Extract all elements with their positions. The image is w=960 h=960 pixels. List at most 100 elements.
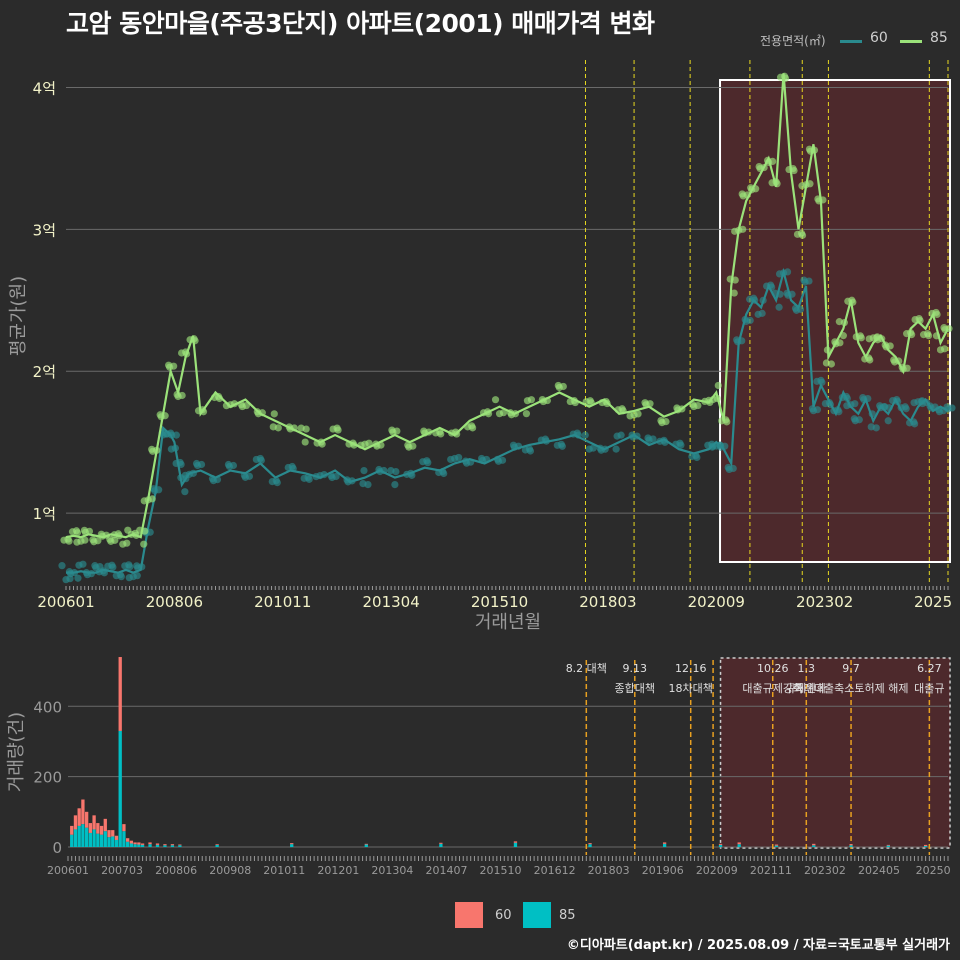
bar-85 — [849, 845, 853, 847]
bar-60 — [126, 838, 130, 842]
data-point-85 — [148, 445, 156, 453]
bar-85 — [122, 831, 126, 847]
bar-60 — [923, 844, 928, 846]
data-point-85 — [89, 536, 97, 544]
data-point-60 — [172, 431, 180, 439]
bar-85 — [886, 845, 890, 847]
data-point-60 — [775, 303, 783, 311]
data-point-85 — [835, 318, 843, 326]
x-tick-label: 200601 — [37, 593, 94, 611]
x-axis-title: 거래년월 — [475, 612, 541, 633]
policy-name-label: 대출규 — [914, 682, 944, 695]
data-point-60 — [901, 403, 909, 411]
bar-85 — [662, 843, 667, 847]
bar-85 — [178, 845, 182, 847]
bar-60 — [513, 841, 518, 843]
data-point-85 — [873, 334, 881, 342]
data-point-85 — [522, 410, 531, 418]
x-tick-label-bottom: 200601 — [47, 864, 89, 877]
x-tick-label: 201510 — [471, 593, 528, 611]
legend-bottom-label-85: 85 — [559, 908, 576, 923]
bar-60 — [737, 842, 741, 845]
data-point-85 — [297, 424, 305, 432]
bar-60 — [588, 843, 592, 845]
data-point-60 — [884, 417, 892, 425]
x-tick-label-bottom: 200908 — [209, 864, 251, 877]
bar-85 — [96, 833, 100, 847]
legend-bottom-swatch-60 — [455, 902, 483, 928]
bar-85 — [107, 837, 111, 847]
bar-85 — [133, 844, 137, 847]
data-point-85 — [806, 180, 814, 188]
data-point-85 — [634, 410, 642, 418]
bar-85 — [439, 843, 443, 847]
bar-60 — [364, 843, 368, 845]
legend-title: 전용면적(㎡) — [760, 34, 826, 48]
data-point-85 — [140, 540, 148, 548]
data-point-85 — [436, 428, 444, 436]
x-tick-label-bottom: 201803 — [588, 864, 630, 877]
y-tick-label: 4억 — [33, 79, 56, 97]
data-point-85 — [940, 324, 948, 332]
bar-60 — [148, 842, 152, 845]
policy-date-label: 10.26 — [757, 662, 789, 675]
y-tick-label: 3억 — [33, 221, 56, 239]
data-point-60 — [525, 445, 534, 453]
bar-60 — [163, 844, 167, 846]
data-point-60 — [58, 562, 66, 570]
y-tick-label-bottom: 0 — [52, 839, 62, 857]
x-tick-label-bottom: 201011 — [263, 864, 305, 877]
x-tick-label-bottom: 20250 — [916, 864, 951, 877]
bar-60 — [849, 844, 853, 846]
data-point-60 — [917, 397, 926, 406]
x-tick-label: 2025 — [914, 593, 952, 611]
data-point-85 — [657, 416, 665, 425]
footer-credit: ©디아파트(dapt.kr) / 2025.08.09 / 자료=국토교통부 실… — [566, 938, 950, 953]
data-point-85 — [80, 526, 89, 534]
bar-60 — [122, 824, 126, 832]
bar-60 — [170, 844, 175, 846]
bar-60 — [99, 825, 104, 835]
data-point-60 — [867, 423, 875, 431]
data-point-85 — [739, 225, 747, 233]
legend-swatch-85 — [900, 40, 922, 43]
data-point-60 — [676, 439, 684, 447]
policy-name-label: 대출규제강화 — [742, 682, 803, 695]
data-point-60 — [224, 460, 233, 469]
bar-60 — [140, 843, 145, 845]
data-point-85 — [730, 289, 738, 297]
data-point-85 — [641, 399, 649, 407]
bar-85 — [140, 844, 145, 847]
data-point-60 — [589, 444, 597, 452]
bar-85 — [118, 730, 122, 847]
data-point-60 — [612, 445, 620, 453]
bar-85 — [92, 829, 96, 847]
bar-60 — [84, 811, 89, 828]
x-tick-label: 201011 — [254, 593, 311, 611]
data-point-60 — [391, 481, 399, 489]
bar-85 — [137, 844, 141, 847]
data-point-85 — [527, 396, 536, 404]
data-point-85 — [822, 359, 831, 367]
data-point-85 — [915, 314, 923, 323]
bar-85 — [88, 832, 93, 847]
bar-85 — [364, 844, 368, 847]
x-tick-label: 202302 — [796, 593, 853, 611]
policy-date-label: 12.16 — [675, 662, 707, 675]
bar-85 — [148, 844, 152, 847]
data-point-85 — [269, 423, 277, 431]
bar-60 — [129, 840, 134, 844]
data-point-60 — [750, 294, 758, 302]
bar-60 — [107, 830, 111, 838]
x-tick-label-bottom: 201510 — [480, 864, 522, 877]
bar-60 — [662, 842, 667, 844]
y-tick-label: 2억 — [33, 363, 56, 381]
data-point-60 — [644, 434, 652, 442]
x-tick-label: 201304 — [363, 593, 420, 611]
bar-85 — [73, 829, 78, 847]
data-point-60 — [581, 431, 589, 439]
bar-60 — [111, 830, 115, 837]
x-tick-label-bottom: 200703 — [101, 864, 143, 877]
policy-date-label: 1.3 — [798, 662, 816, 675]
legend-bottom-label-60: 60 — [495, 908, 512, 923]
